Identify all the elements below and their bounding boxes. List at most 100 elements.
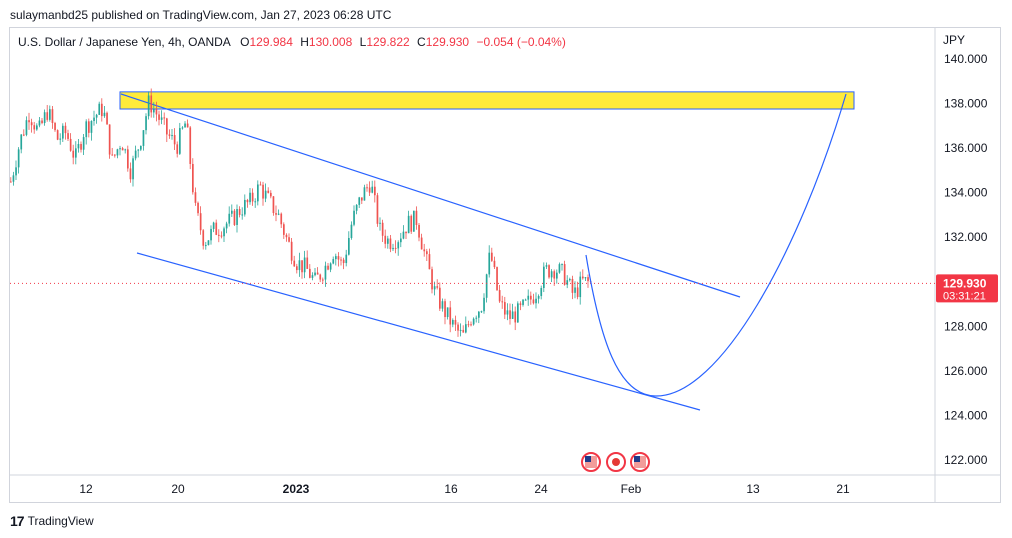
candle-body xyxy=(179,128,181,154)
candle-body xyxy=(43,112,46,124)
candle-body xyxy=(418,224,420,238)
candle-body xyxy=(345,254,348,264)
candle-body xyxy=(530,295,532,300)
candle-body xyxy=(355,204,358,211)
candle-body xyxy=(288,237,290,242)
candle-body xyxy=(270,192,272,197)
candle-body xyxy=(210,228,212,241)
candle-body xyxy=(98,103,101,115)
symbol-name[interactable]: U.S. Dollar / Japanese Yen, 4h, OANDA xyxy=(18,35,231,49)
candle-body xyxy=(85,121,88,138)
candle-body xyxy=(574,287,576,293)
candle-body xyxy=(410,215,413,232)
candle-body xyxy=(340,259,342,261)
candle-body xyxy=(77,143,80,149)
candle-body xyxy=(298,260,301,271)
candle-body xyxy=(374,186,376,196)
x-tick-label: 20 xyxy=(171,482,185,496)
candle-body xyxy=(186,123,189,128)
projection-curve xyxy=(585,93,847,397)
candle-body xyxy=(353,210,355,225)
candle-body xyxy=(93,117,95,122)
resistance-zone xyxy=(119,91,855,110)
candle-body xyxy=(111,154,114,156)
candle-body xyxy=(556,272,558,279)
candle-body xyxy=(405,231,407,234)
candle-body xyxy=(155,109,158,115)
candle-body xyxy=(498,290,501,302)
candle-body xyxy=(116,149,119,156)
candle-body xyxy=(423,249,426,252)
upper-channel-line xyxy=(120,93,741,298)
candle-body xyxy=(25,120,28,135)
candle-body xyxy=(262,184,264,199)
candle-body xyxy=(197,202,199,214)
candle-body xyxy=(114,154,116,156)
candle-body xyxy=(316,272,319,275)
y-tick-label: 128.000 xyxy=(944,319,988,333)
candle-body xyxy=(543,266,545,289)
candle-body xyxy=(140,145,142,150)
candle-body xyxy=(285,234,288,238)
candle-body xyxy=(205,245,207,247)
candle-body xyxy=(470,324,472,326)
candle-body xyxy=(251,192,254,202)
candle-body xyxy=(67,133,69,139)
open-value: 129.984 xyxy=(249,35,293,49)
candle-body xyxy=(306,257,309,269)
candle-body xyxy=(540,288,543,297)
x-tick-label: Feb xyxy=(621,482,642,496)
candle-body xyxy=(332,259,335,264)
y-tick-label: 136.000 xyxy=(944,141,988,155)
footer-brand[interactable]: 17 TradingView xyxy=(10,513,94,529)
candle-body xyxy=(199,213,202,231)
candle-body xyxy=(319,274,322,280)
candle-body xyxy=(397,242,400,249)
candle-body xyxy=(64,125,67,134)
flag-canton xyxy=(634,456,640,462)
candle-body xyxy=(407,215,410,234)
candle-body xyxy=(433,286,436,290)
candle-body xyxy=(371,186,374,193)
candle-body xyxy=(488,252,491,275)
candle-body xyxy=(168,134,171,136)
candle-body xyxy=(342,259,345,264)
lower-channel-line xyxy=(136,252,701,411)
candle-body xyxy=(10,181,12,183)
close-value: 129.930 xyxy=(425,35,470,49)
candle-body xyxy=(444,301,446,318)
candle-body xyxy=(387,238,389,244)
candle-body xyxy=(207,240,210,246)
candle-body xyxy=(33,125,36,130)
x-tick-label: 21 xyxy=(836,482,850,496)
candle-body xyxy=(509,310,511,319)
candle-body xyxy=(379,222,381,224)
publisher-line: sulaymanbd25 published on TradingView.co… xyxy=(10,8,392,22)
candle-body xyxy=(431,269,433,290)
candle-body xyxy=(184,123,186,128)
candle-body xyxy=(49,109,51,120)
last-price-tag-value: 129.930 xyxy=(943,276,987,290)
candle-body xyxy=(220,235,223,237)
candle-body xyxy=(457,324,459,331)
x-tick-label: 2023 xyxy=(283,482,310,496)
candle-body xyxy=(145,116,147,131)
candle-body xyxy=(475,317,478,319)
candle-body xyxy=(95,114,98,118)
candle-body xyxy=(504,302,506,315)
candle-body xyxy=(350,224,353,238)
close-label: C xyxy=(417,35,426,49)
candle-body xyxy=(301,260,303,273)
candle-body xyxy=(582,276,584,279)
flag-canton xyxy=(585,456,591,462)
candle-body xyxy=(272,196,275,214)
candle-body xyxy=(309,268,311,278)
candle-body xyxy=(28,120,30,123)
candle-body xyxy=(176,144,179,154)
candle-body xyxy=(439,287,441,309)
candle-body xyxy=(441,301,444,309)
candle-body xyxy=(236,209,238,225)
countdown-value: 03:31:21 xyxy=(943,290,986,302)
candle-body xyxy=(241,214,244,216)
